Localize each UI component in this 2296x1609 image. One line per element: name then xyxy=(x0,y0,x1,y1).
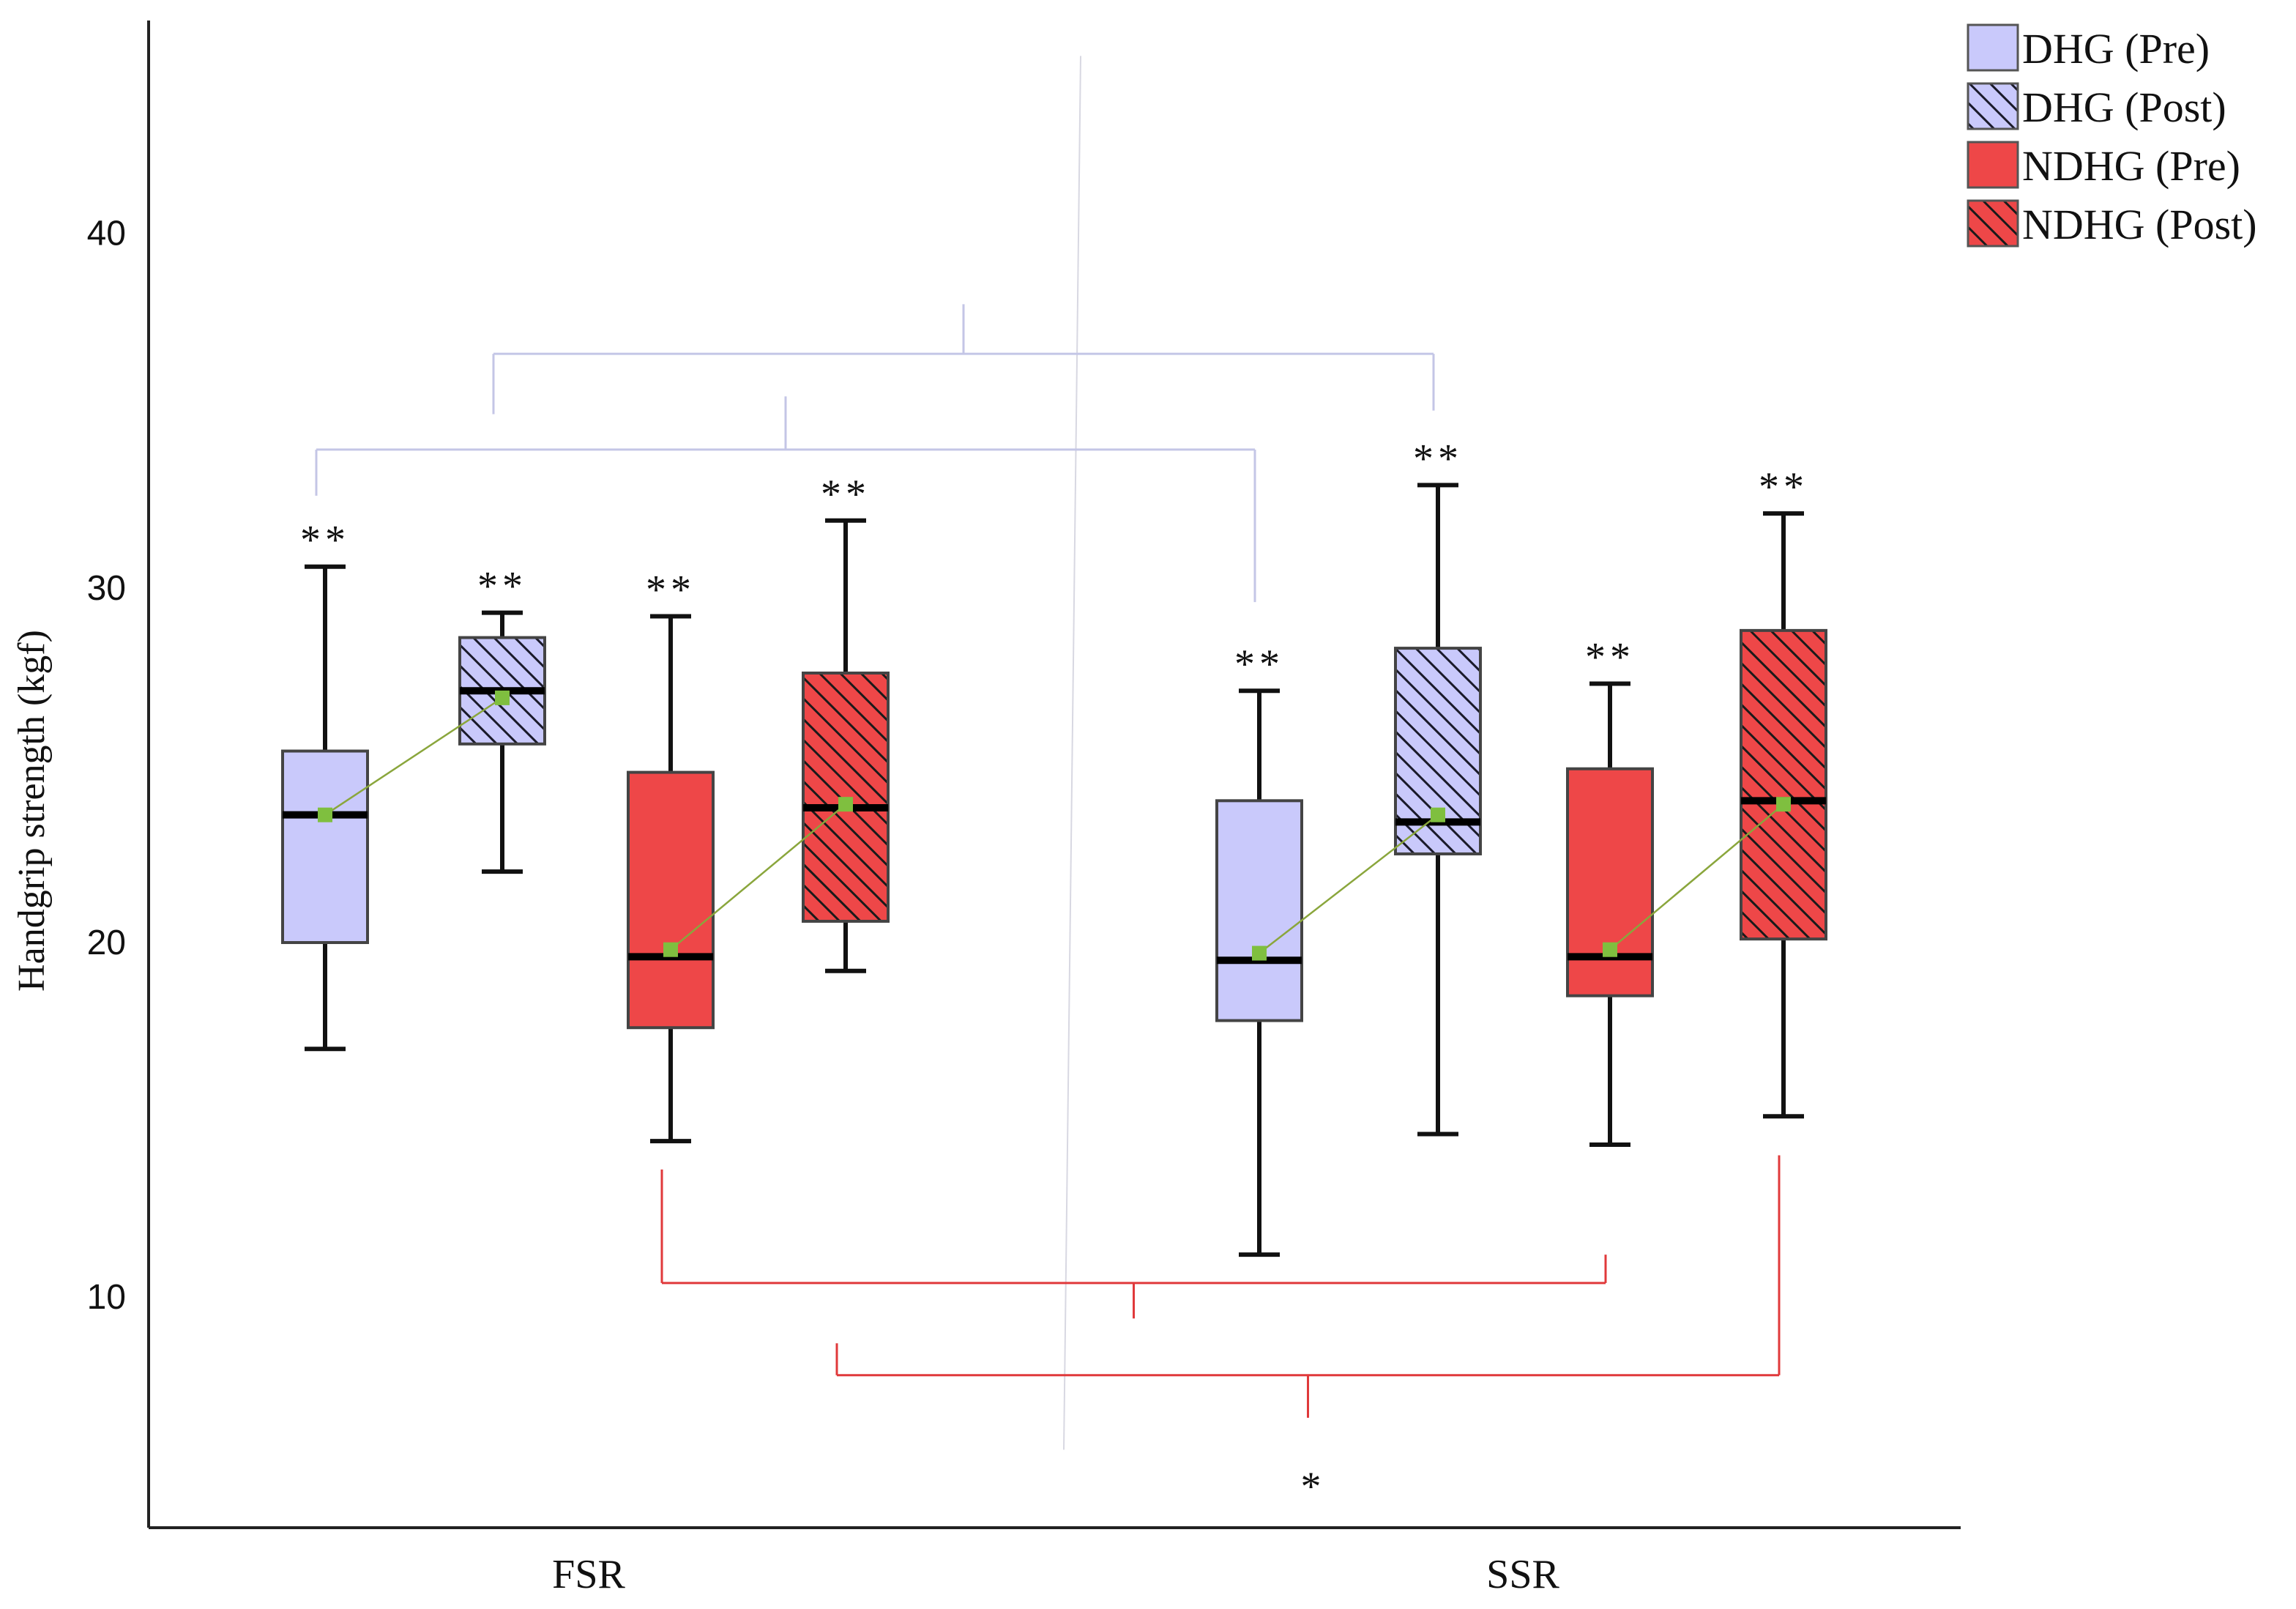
box-significance-label: ** xyxy=(1759,464,1808,510)
legend-item: DHG (Pre) xyxy=(1967,23,2210,73)
legend-swatch xyxy=(1967,141,2019,189)
mean-marker xyxy=(1431,807,1445,822)
iqr-box xyxy=(1215,799,1303,1022)
box-ssr-dhg-post xyxy=(1394,483,1482,1137)
legend-item: NDHG (Post) xyxy=(1967,199,2257,248)
y-tick-label: 20 xyxy=(87,924,126,962)
mean-connector xyxy=(1609,803,1784,951)
legend-label: NDHG (Post) xyxy=(2022,201,2257,248)
box-significance-label: ** xyxy=(1585,635,1635,680)
legend: DHG (Pre) DHG (Post) NDHG (Pre) NDHG (Post) xyxy=(1967,23,2257,248)
y-tick-label: 30 xyxy=(87,569,126,608)
box-significance-label: ** xyxy=(300,518,350,563)
legend-swatch xyxy=(1967,199,2019,248)
mean-marker xyxy=(838,797,853,812)
significance-bracket xyxy=(660,1169,1607,1319)
box-significance-label: ** xyxy=(1234,642,1284,687)
significance-bracket xyxy=(315,396,1256,603)
legend-item: NDHG (Pre) xyxy=(1967,141,2240,190)
y-tick-label: 10 xyxy=(87,1278,126,1317)
mean-marker xyxy=(663,942,678,957)
significance-bracket: * xyxy=(835,1155,1781,1509)
legend-label: NDHG (Pre) xyxy=(2022,142,2240,190)
box-fsr-ndhg-post xyxy=(802,518,890,973)
bracket-significance-label: * xyxy=(1301,1464,1322,1509)
y-axis-label: Handgrip strength (kgf) xyxy=(11,630,53,992)
significance-bracket xyxy=(492,304,1435,415)
y-tick-label: 40 xyxy=(87,215,126,253)
iqr-box xyxy=(281,749,369,945)
legend-swatch xyxy=(1967,23,2019,72)
box-fsr-ndhg-pre xyxy=(627,614,715,1144)
mean-marker xyxy=(1252,945,1267,961)
iqr-box xyxy=(627,770,715,1030)
boxes-layer xyxy=(281,483,1827,1257)
mean-marker xyxy=(318,807,332,822)
iqr-box xyxy=(1740,628,1827,941)
mean-connector xyxy=(1259,814,1439,954)
box-significance-label: ** xyxy=(821,472,871,517)
reference-line xyxy=(1063,56,1081,1450)
mean-marker xyxy=(1776,797,1791,812)
mean-connector xyxy=(670,803,846,951)
mean-lines-layer xyxy=(318,690,1791,961)
legend-label: DHG (Pre) xyxy=(2022,25,2210,73)
legend-label: DHG (Post) xyxy=(2022,83,2226,131)
ticks-layer: 10 20 30 40 FSR SSR xyxy=(87,215,1560,1597)
annotations-layer: ** ** ** ** ** ** ** ** xyxy=(300,436,1808,687)
x-category-label: SSR xyxy=(1486,1552,1559,1597)
reference-line-layer xyxy=(1063,56,1081,1450)
box-significance-label: ** xyxy=(477,564,527,609)
brackets-layer: * xyxy=(315,304,1781,1509)
box-ssr-ndhg-pre xyxy=(1566,681,1654,1148)
box-ssr-ndhg-post xyxy=(1740,511,1827,1119)
mean-connector xyxy=(324,696,503,816)
x-category-label: FSR xyxy=(552,1552,625,1597)
box-significance-label: ** xyxy=(1413,436,1463,481)
legend-item: DHG (Post) xyxy=(1967,82,2226,131)
legend-swatch xyxy=(1967,82,2019,130)
box-significance-label: ** xyxy=(646,568,696,613)
mean-marker xyxy=(1603,942,1617,957)
box-fsr-dhg-pre xyxy=(281,564,369,1052)
box-fsr-dhg-post xyxy=(458,610,546,874)
box-ssr-dhg-pre xyxy=(1215,688,1303,1257)
mean-marker xyxy=(495,690,510,705)
axes-layer xyxy=(147,21,1961,1529)
iqr-box xyxy=(1566,767,1654,997)
